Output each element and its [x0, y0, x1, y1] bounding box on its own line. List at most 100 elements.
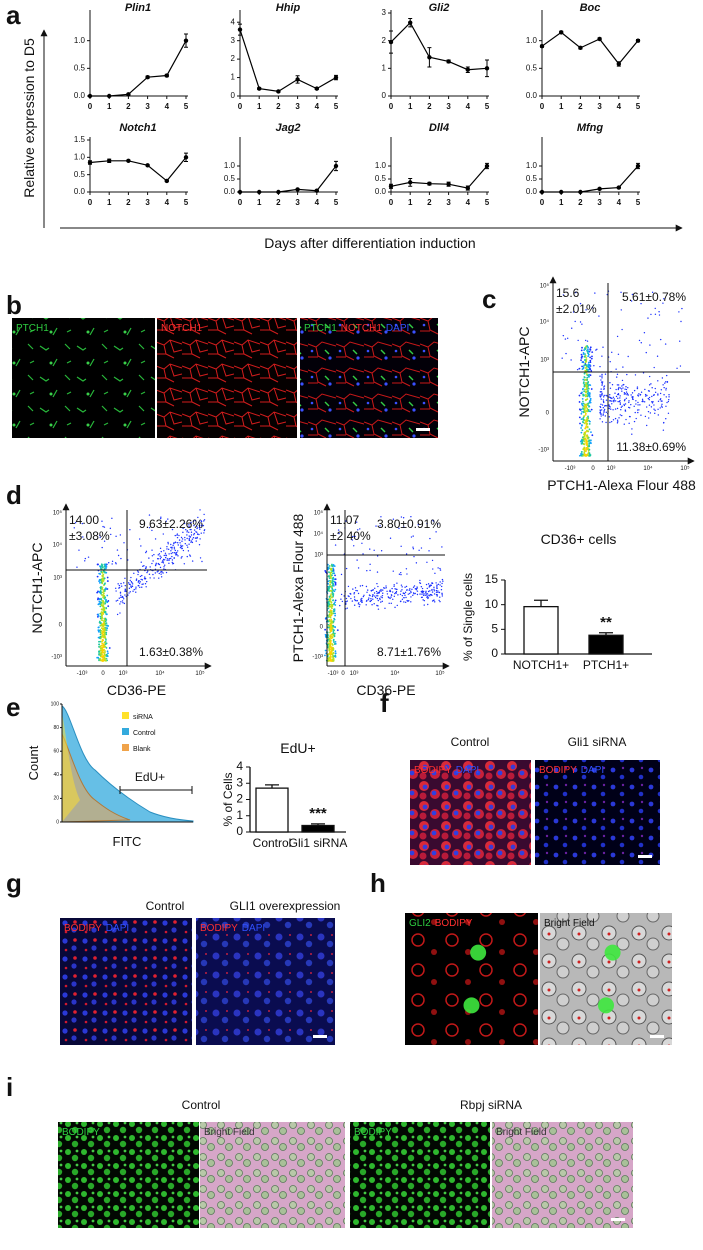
channel-label: BODIPY DAPI	[64, 923, 129, 934]
event-dot	[160, 517, 162, 520]
event-dot	[159, 555, 161, 557]
event-dot	[585, 447, 588, 450]
point	[578, 45, 583, 51]
event-dot	[327, 580, 330, 583]
event-dot	[653, 366, 655, 369]
event-dot	[177, 542, 179, 544]
event-dot	[190, 540, 193, 542]
event-dot	[441, 595, 444, 597]
event-dot	[642, 400, 644, 402]
point	[257, 189, 262, 195]
event-dot	[401, 594, 404, 597]
event-dot	[626, 373, 628, 376]
event-dot	[160, 570, 163, 573]
event-dot	[173, 546, 176, 548]
event-dot	[425, 594, 428, 596]
event-dot	[331, 604, 334, 606]
x-tick-label: 2	[427, 102, 432, 111]
event-dot	[432, 599, 435, 602]
event-dot	[638, 393, 640, 395]
y-tick-label: 1.0	[224, 161, 236, 170]
event-dot	[621, 414, 623, 417]
quadrant-value: 11.07	[330, 513, 359, 527]
event-dot	[102, 573, 105, 576]
event-dot	[602, 346, 604, 348]
event-dot	[100, 563, 103, 566]
x-tick-label: 4	[617, 198, 622, 207]
event-dot	[170, 557, 172, 560]
event-dot	[127, 582, 130, 584]
event-dot	[132, 590, 134, 592]
event-dot	[184, 536, 186, 539]
event-dot	[609, 361, 611, 363]
event-dot	[332, 633, 334, 636]
gate-label: EdU+	[135, 770, 165, 784]
event-dot	[105, 613, 108, 615]
event-dot	[99, 573, 102, 575]
event-dot	[590, 408, 593, 411]
event-dot	[380, 550, 383, 552]
y-tick-label: 1.0	[74, 36, 86, 45]
event-dot	[129, 529, 131, 531]
event-dot	[98, 581, 101, 584]
scale-bar	[650, 1035, 664, 1038]
bar	[255, 787, 289, 833]
y-tick-label: 0.5	[74, 63, 86, 72]
event-dot	[418, 549, 420, 551]
event-dot	[103, 623, 106, 626]
event-dot	[580, 412, 583, 415]
event-dot	[329, 583, 332, 586]
event-dot	[103, 644, 106, 647]
event-dot	[587, 353, 590, 356]
event-dot	[609, 421, 611, 424]
event-dot	[403, 592, 406, 595]
y-tick-label: 1.0	[526, 36, 538, 45]
event-dot	[160, 516, 162, 518]
event-dot	[585, 435, 588, 437]
event-dot	[399, 593, 402, 596]
event-dot	[140, 561, 142, 563]
event-dot	[377, 585, 379, 588]
event-dot	[425, 592, 427, 594]
event-dot	[328, 613, 331, 616]
event-dot	[589, 367, 591, 370]
event-dot	[331, 655, 334, 658]
event-dot	[372, 598, 374, 600]
event-dot	[583, 409, 586, 411]
legend-label: Control	[133, 730, 156, 737]
channel-name: BODIPY	[435, 918, 473, 929]
chart-title: Hhip	[276, 2, 301, 14]
event-dot	[103, 653, 106, 656]
panel-label: f	[380, 688, 389, 718]
event-dot	[436, 594, 438, 596]
event-dot	[98, 640, 100, 643]
event-dot	[603, 388, 606, 390]
event-dot	[620, 388, 623, 390]
event-dot	[616, 384, 619, 386]
event-dot	[410, 536, 413, 538]
event-dot	[343, 595, 345, 597]
event-dot	[657, 393, 659, 395]
event-dot	[657, 400, 660, 402]
chart-title: Gli2	[429, 2, 450, 14]
event-dot	[149, 577, 151, 579]
event-dot	[604, 373, 607, 375]
event-dot	[600, 381, 603, 383]
event-dot	[87, 556, 90, 558]
event-dot	[589, 410, 592, 413]
event-dot	[135, 588, 137, 590]
event-dot	[398, 573, 401, 575]
panel-label: g	[6, 868, 22, 898]
event-dot	[433, 588, 435, 591]
event-dot	[623, 423, 625, 425]
event-dot	[394, 588, 396, 590]
event-dot	[599, 391, 602, 393]
event-dot	[345, 520, 347, 522]
event-dot	[424, 594, 426, 596]
event-dot	[101, 591, 104, 594]
event-dot	[175, 552, 177, 555]
event-dot	[631, 397, 634, 399]
x-tick-label: Control	[253, 836, 292, 850]
micrograph	[196, 918, 335, 1045]
legend-label: Blank	[133, 746, 151, 753]
